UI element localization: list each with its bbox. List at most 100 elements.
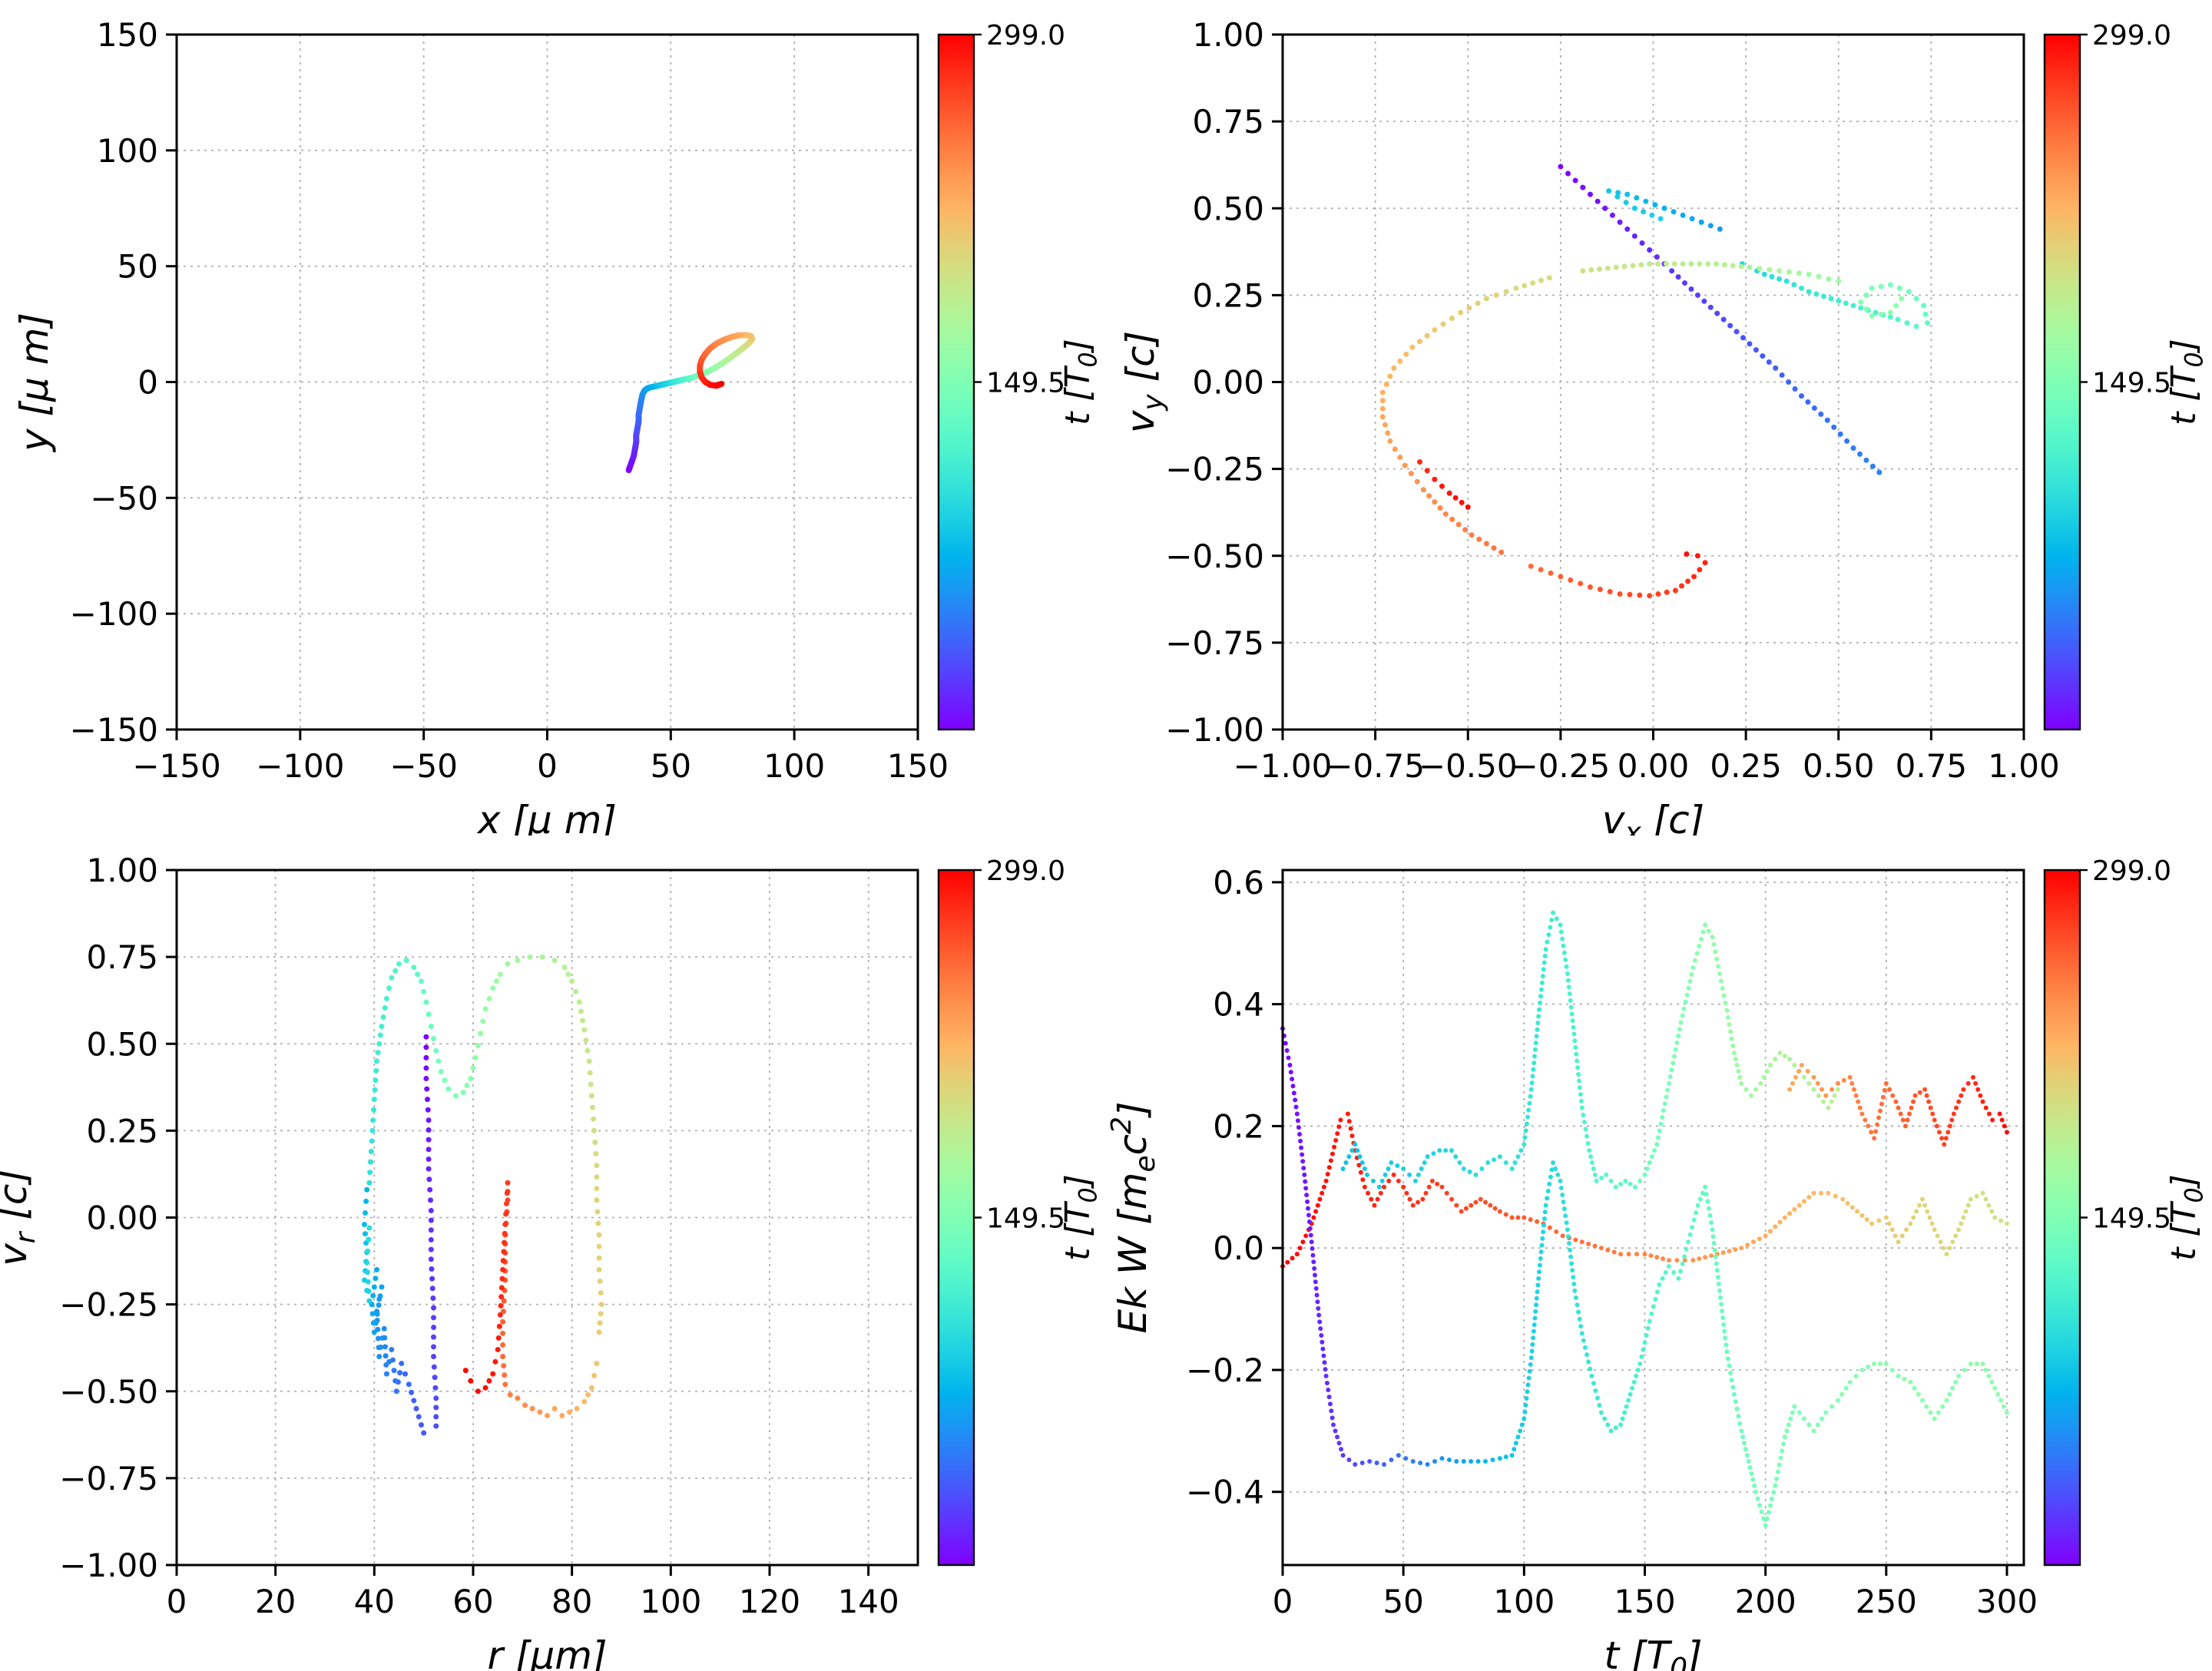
colorbar-tick-label: 299.0 [986, 855, 1065, 887]
x-axis-label: vx [c] [1602, 798, 1704, 836]
svg-text:100: 100 [97, 132, 158, 170]
svg-text:100: 100 [640, 1583, 701, 1620]
svg-text:1.00: 1.00 [1192, 16, 1264, 54]
plot-canvas-rvr: 0 20 40 60 80 100 120 140 −1.00 −0.75 −0.50 −0.25 0.… [0, 852, 1103, 1671]
svg-text:120: 120 [739, 1583, 800, 1620]
tick-labels: −1.00−0.75−0.50−0.25 0.00 0.25 0.50 0.75 1.00… [1165, 16, 2059, 785]
x-axis-label: x [μ m] [476, 798, 617, 836]
svg-text:−150: −150 [70, 711, 158, 749]
y-axis-label: y [μ m] [12, 313, 57, 453]
subplot-xy: −150 −100 −50 0 50 100 150 −150 −100 −50 0 50 100 150… [0, 0, 1106, 836]
svg-text:0: 0 [167, 1583, 187, 1620]
svg-text:60: 60 [452, 1583, 493, 1620]
tick-labels: −150 −100 −50 0 50 100 150 −150 −100 −50 0 50 100 150 [70, 16, 949, 785]
svg-text:−0.75: −0.75 [1326, 747, 1425, 785]
colorbar-tick-label: 149.5 [2092, 1203, 2171, 1235]
svg-text:−0.50: −0.50 [1165, 538, 1264, 575]
svg-text:−0.2: −0.2 [1186, 1352, 1264, 1389]
svg-text:0: 0 [537, 747, 558, 785]
svg-text:0: 0 [1273, 1583, 1293, 1620]
svg-text:−0.25: −0.25 [59, 1286, 158, 1324]
colorbar-tick-label: 299.0 [2092, 855, 2171, 887]
svg-text:−0.4: −0.4 [1186, 1474, 1264, 1511]
svg-text:0.50: 0.50 [86, 1025, 158, 1063]
svg-text:−0.25: −0.25 [1165, 451, 1264, 488]
svg-text:40: 40 [354, 1583, 395, 1620]
svg-text:200: 200 [1735, 1583, 1796, 1620]
y-axis-label: Ek W [mec2] [1106, 1101, 1161, 1333]
colorbar-label: t [T0] [2164, 1174, 2209, 1261]
subplot-rvr: 0 20 40 60 80 100 120 140 −1.00 −0.75 −0.50 −0.25 0.… [0, 836, 1106, 1671]
svg-text:0: 0 [137, 364, 158, 402]
colorbar-label: t [T0] [1058, 339, 1103, 425]
axes-spines [1281, 869, 2025, 1567]
colorbar-tick-label: 299.0 [986, 20, 1065, 51]
svg-text:150: 150 [97, 16, 158, 54]
svg-text:140: 140 [838, 1583, 899, 1620]
svg-text:−50: −50 [90, 479, 158, 517]
svg-text:0.2: 0.2 [1213, 1107, 1264, 1145]
grid-lines [176, 34, 919, 730]
svg-text:0.00: 0.00 [1192, 364, 1264, 402]
tick-labels: 0 50 100 150 200 250 300 −0.4 −0.2 0.0 0.2 0.4 0.6 [1186, 864, 2038, 1620]
svg-text:0.25: 0.25 [1192, 276, 1264, 314]
colorbar: 299.0 149.5t [T0] [2043, 20, 2209, 731]
plot-canvas-ekw: 0 50 100 150 200 250 300 −0.4 −0.2 0.0 0.2 0.4 0.6 t … [1106, 855, 2209, 1671]
scatter-points [625, 332, 756, 474]
subplot-vxvy: −1.00 −0.75 −0.50 −0.25 0.00 0.25 0.50 0.75 1.00… [1106, 0, 2212, 836]
svg-text:−0.75: −0.75 [59, 1460, 158, 1497]
colorbar-tick-label: 299.0 [2092, 20, 2171, 51]
colorbar-tick-label: 149.5 [986, 368, 1065, 399]
plot-canvas-vxvy: −1.00−0.75−0.50−0.25 0.00 0.25 0.50 0.75 1.00… [1118, 16, 2209, 836]
svg-text:−0.25: −0.25 [1512, 747, 1611, 785]
grid-lines [176, 869, 918, 1566]
plot-canvas-xy: −150 −100 −50 0 50 100 150 −150 −100 −50 0 50 100 150… [12, 16, 1103, 836]
svg-text:0.50: 0.50 [1192, 190, 1264, 227]
svg-text:1.00: 1.00 [1988, 747, 2060, 785]
scatter-points [361, 954, 604, 1436]
colorbar: 299.0 149.5t [T0] [937, 855, 1103, 1567]
svg-text:−0.50: −0.50 [1419, 747, 1518, 785]
svg-text:1.00: 1.00 [86, 852, 158, 889]
svg-text:150: 150 [887, 747, 949, 785]
svg-text:0.00: 0.00 [1618, 747, 1690, 785]
svg-text:20: 20 [255, 1583, 296, 1620]
axis-ticks [1272, 33, 2025, 740]
svg-text:−1.00: −1.00 [59, 1547, 158, 1584]
svg-text:−1.00: −1.00 [1233, 747, 1333, 785]
x-axis-label: t [T0] [1604, 1633, 1703, 1671]
svg-text:−100: −100 [256, 747, 344, 785]
svg-text:100: 100 [1493, 1583, 1555, 1620]
colorbar: 299.0 149.5t [T0] [2043, 855, 2209, 1567]
scatter-points [1280, 910, 2009, 1528]
svg-text:0.75: 0.75 [1896, 747, 1968, 785]
svg-text:−50: −50 [389, 747, 458, 785]
svg-text:0.25: 0.25 [86, 1112, 158, 1150]
svg-text:300: 300 [1976, 1583, 2038, 1620]
svg-text:150: 150 [1614, 1583, 1675, 1620]
colorbar: 299.0 149.5t [T0] [937, 20, 1103, 731]
svg-text:−0.50: −0.50 [59, 1373, 158, 1411]
colorbar-label: t [T0] [2164, 339, 2209, 425]
svg-text:0.6: 0.6 [1213, 864, 1264, 902]
y-axis-label: vr [c] [0, 1169, 41, 1266]
svg-text:0.00: 0.00 [86, 1199, 158, 1237]
y-axis-label: vy [c] [1118, 331, 1169, 433]
svg-text:50: 50 [1382, 1583, 1423, 1620]
svg-text:−0.75: −0.75 [1165, 624, 1264, 662]
colorbar-label: t [T0] [1058, 1174, 1103, 1261]
grid-lines [1282, 34, 2025, 730]
svg-text:50: 50 [118, 248, 158, 286]
scatter-points [1379, 164, 1931, 599]
svg-text:−100: −100 [70, 595, 158, 633]
x-axis-label: r [μm] [488, 1633, 608, 1671]
svg-text:250: 250 [1856, 1583, 1917, 1620]
axis-ticks [166, 869, 870, 1576]
svg-text:0.25: 0.25 [1710, 747, 1782, 785]
colorbar-tick-label: 149.5 [986, 1203, 1065, 1235]
svg-text:0.0: 0.0 [1213, 1229, 1264, 1267]
svg-text:−1.00: −1.00 [1165, 711, 1264, 749]
svg-text:100: 100 [763, 747, 825, 785]
svg-text:0.50: 0.50 [1803, 747, 1875, 785]
